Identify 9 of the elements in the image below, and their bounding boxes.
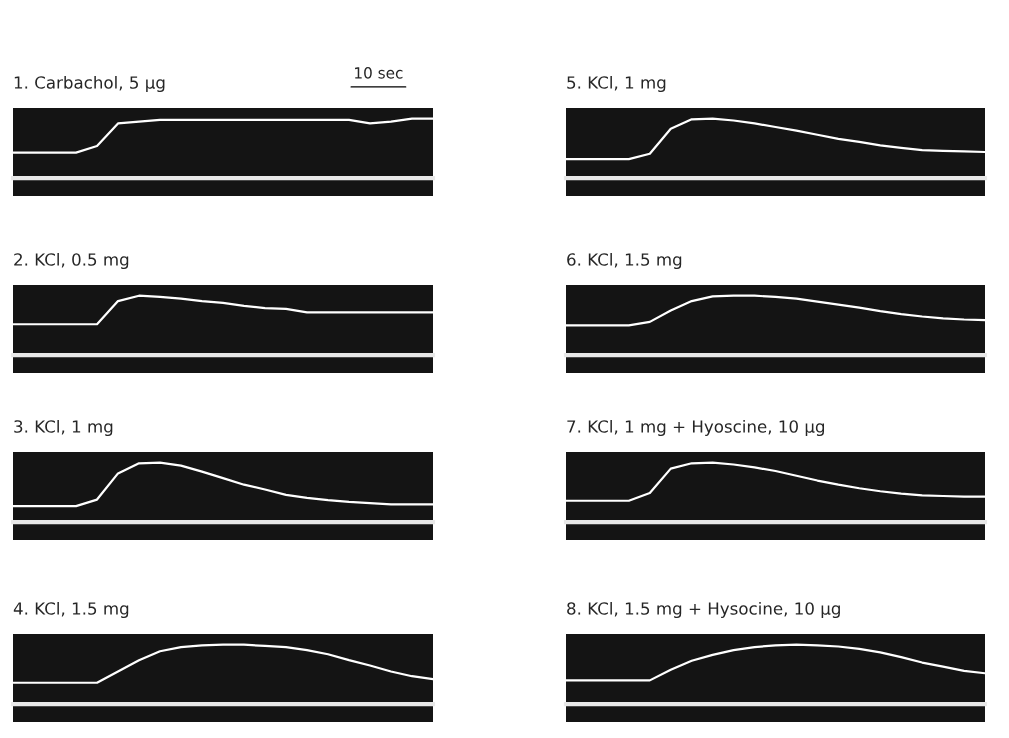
chart-title: 2. KCl, 0.5 mg (14, 252, 129, 270)
chart-title: 4. KCl, 1.5 mg (13, 601, 129, 619)
chart-title: 3. KCl, 1 mg (14, 419, 113, 437)
chart-title: 8. KCl, 1.5 mg + Hysocine, 10 μg (567, 601, 840, 619)
chart-title: 6. KCl, 1.5 mg (567, 252, 682, 270)
text: 10 sec (355, 67, 403, 79)
chart-title: 7. KCl, 1 mg + Hyoscine, 10 μg (567, 419, 825, 437)
chart-title: 5. KCl, 1 mg (567, 75, 666, 93)
chart-title: 1. Carbachol, 5 μg (14, 75, 165, 93)
